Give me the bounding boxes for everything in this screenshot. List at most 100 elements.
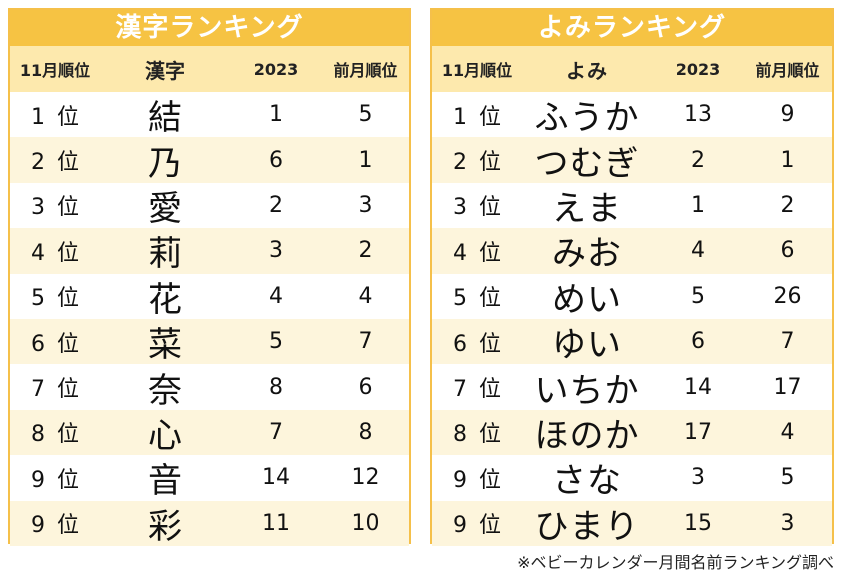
rank-unit: 位 xyxy=(56,104,79,130)
table-row: 2 位つむぎ 2 1 xyxy=(432,137,832,184)
rank-unit: 位 xyxy=(478,150,501,176)
name-cell: めい xyxy=(552,279,622,320)
name-cell: 莉 xyxy=(148,234,182,275)
rank-number: 1 xyxy=(452,104,467,130)
rank-number: 4 xyxy=(30,240,45,266)
table-row: 4 位みお 4 6 xyxy=(432,228,832,274)
rank-number: 7 xyxy=(30,377,45,403)
rank-unit: 位 xyxy=(56,286,79,312)
rank-unit: 位 xyxy=(56,422,79,448)
prev-rank-cell: 6 xyxy=(358,374,373,400)
prev-rank-cell: 9 xyxy=(780,102,795,128)
rank-2023-cell: 7 xyxy=(269,419,283,445)
table-row: 9 位 音 14 12 xyxy=(10,455,409,502)
rank-number: 9 xyxy=(30,467,45,493)
kanji-table-header: 11月順位 漢字 2023 前月順位 xyxy=(10,46,409,92)
header-rank: 11月順位 xyxy=(19,61,91,80)
table-row: 9 位 彩 11 10 xyxy=(10,500,409,547)
rank-number: 8 xyxy=(452,422,467,448)
rank-number: 6 xyxy=(452,331,467,357)
rank-number: 2 xyxy=(30,150,45,176)
header-2023: 2023 xyxy=(253,59,299,79)
yomi-ranking-panel: よみランキング 11月順位 よみ 2023 前月順位 1 位ふうか 13 9 2 位つむぎ… xyxy=(430,8,834,547)
rank-unit: 位 xyxy=(56,150,79,176)
header-2023: 2023 xyxy=(675,59,721,79)
header-name: よみ xyxy=(566,58,608,83)
rank-unit: 位 xyxy=(478,195,501,221)
rank-number: 9 xyxy=(30,513,45,539)
rank-2023-cell: 3 xyxy=(691,465,705,491)
name-cell: 結 xyxy=(148,98,182,139)
rank-2023-cell: 2 xyxy=(269,192,283,218)
name-cell: いちか xyxy=(534,370,640,411)
kanji-ranking-title: 漢字ランキング xyxy=(10,10,409,46)
table-row: 3 位えま 1 2 xyxy=(432,182,832,229)
header-name: 漢字 xyxy=(145,58,185,83)
rank-number: 6 xyxy=(30,331,45,357)
prev-rank-cell: 3 xyxy=(358,192,373,218)
name-cell: さな xyxy=(552,461,622,502)
rank-number: 2 xyxy=(452,150,467,176)
table-row: 8 位ほのか 17 4 xyxy=(432,409,832,456)
rank-number: 4 xyxy=(452,240,467,266)
rank-2023-cell: 13 xyxy=(684,102,712,128)
rank-unit: 位 xyxy=(56,240,79,266)
rank-unit: 位 xyxy=(478,422,501,448)
table-row: 6 位ゆい 6 7 xyxy=(432,318,832,365)
prev-rank-cell: 7 xyxy=(358,329,373,355)
rank-2023-cell: 14 xyxy=(684,374,712,400)
rank-2023-cell: 5 xyxy=(269,329,283,355)
rank-2023-cell: 4 xyxy=(691,238,705,264)
prev-rank-cell: 26 xyxy=(773,283,802,309)
name-cell: 音 xyxy=(148,461,182,502)
prev-rank-cell: 12 xyxy=(351,465,380,491)
table-row: 9 位ひまり 15 3 xyxy=(432,500,832,547)
rank-unit: 位 xyxy=(478,467,501,493)
name-cell: ふうか xyxy=(534,98,640,139)
name-cell: ほのか xyxy=(534,415,640,456)
rank-2023-cell: 17 xyxy=(684,419,712,445)
prev-rank-cell: 1 xyxy=(780,147,795,173)
rank-unit: 位 xyxy=(478,513,501,539)
prev-rank-cell: 4 xyxy=(358,283,373,309)
prev-rank-cell: 17 xyxy=(773,374,802,400)
name-cell: つむぎ xyxy=(534,143,640,184)
name-cell: ひまり xyxy=(534,506,640,547)
yomi-table-header: 11月順位 よみ 2023 前月順位 xyxy=(432,46,832,92)
header-prev-rank: 前月順位 xyxy=(333,61,398,80)
name-cell: 菜 xyxy=(148,325,182,366)
table-row: 1 位ふうか 13 9 xyxy=(432,92,832,139)
rank-2023-cell: 1 xyxy=(691,192,705,218)
rank-2023-cell: 15 xyxy=(684,510,712,536)
rank-2023-cell: 6 xyxy=(691,329,705,355)
rank-2023-cell: 11 xyxy=(262,510,290,536)
yomi-ranking-title: よみランキング xyxy=(432,10,832,46)
table-row: 9 位さな 3 5 xyxy=(432,455,832,502)
rank-number: 5 xyxy=(452,286,467,312)
prev-rank-cell: 10 xyxy=(351,510,380,536)
rank-unit: 位 xyxy=(56,513,79,539)
rank-number: 5 xyxy=(30,286,45,312)
rank-2023-cell: 6 xyxy=(269,147,283,173)
name-cell: 奈 xyxy=(148,370,182,411)
prev-rank-cell: 1 xyxy=(358,147,373,173)
prev-rank-cell: 5 xyxy=(780,465,795,491)
